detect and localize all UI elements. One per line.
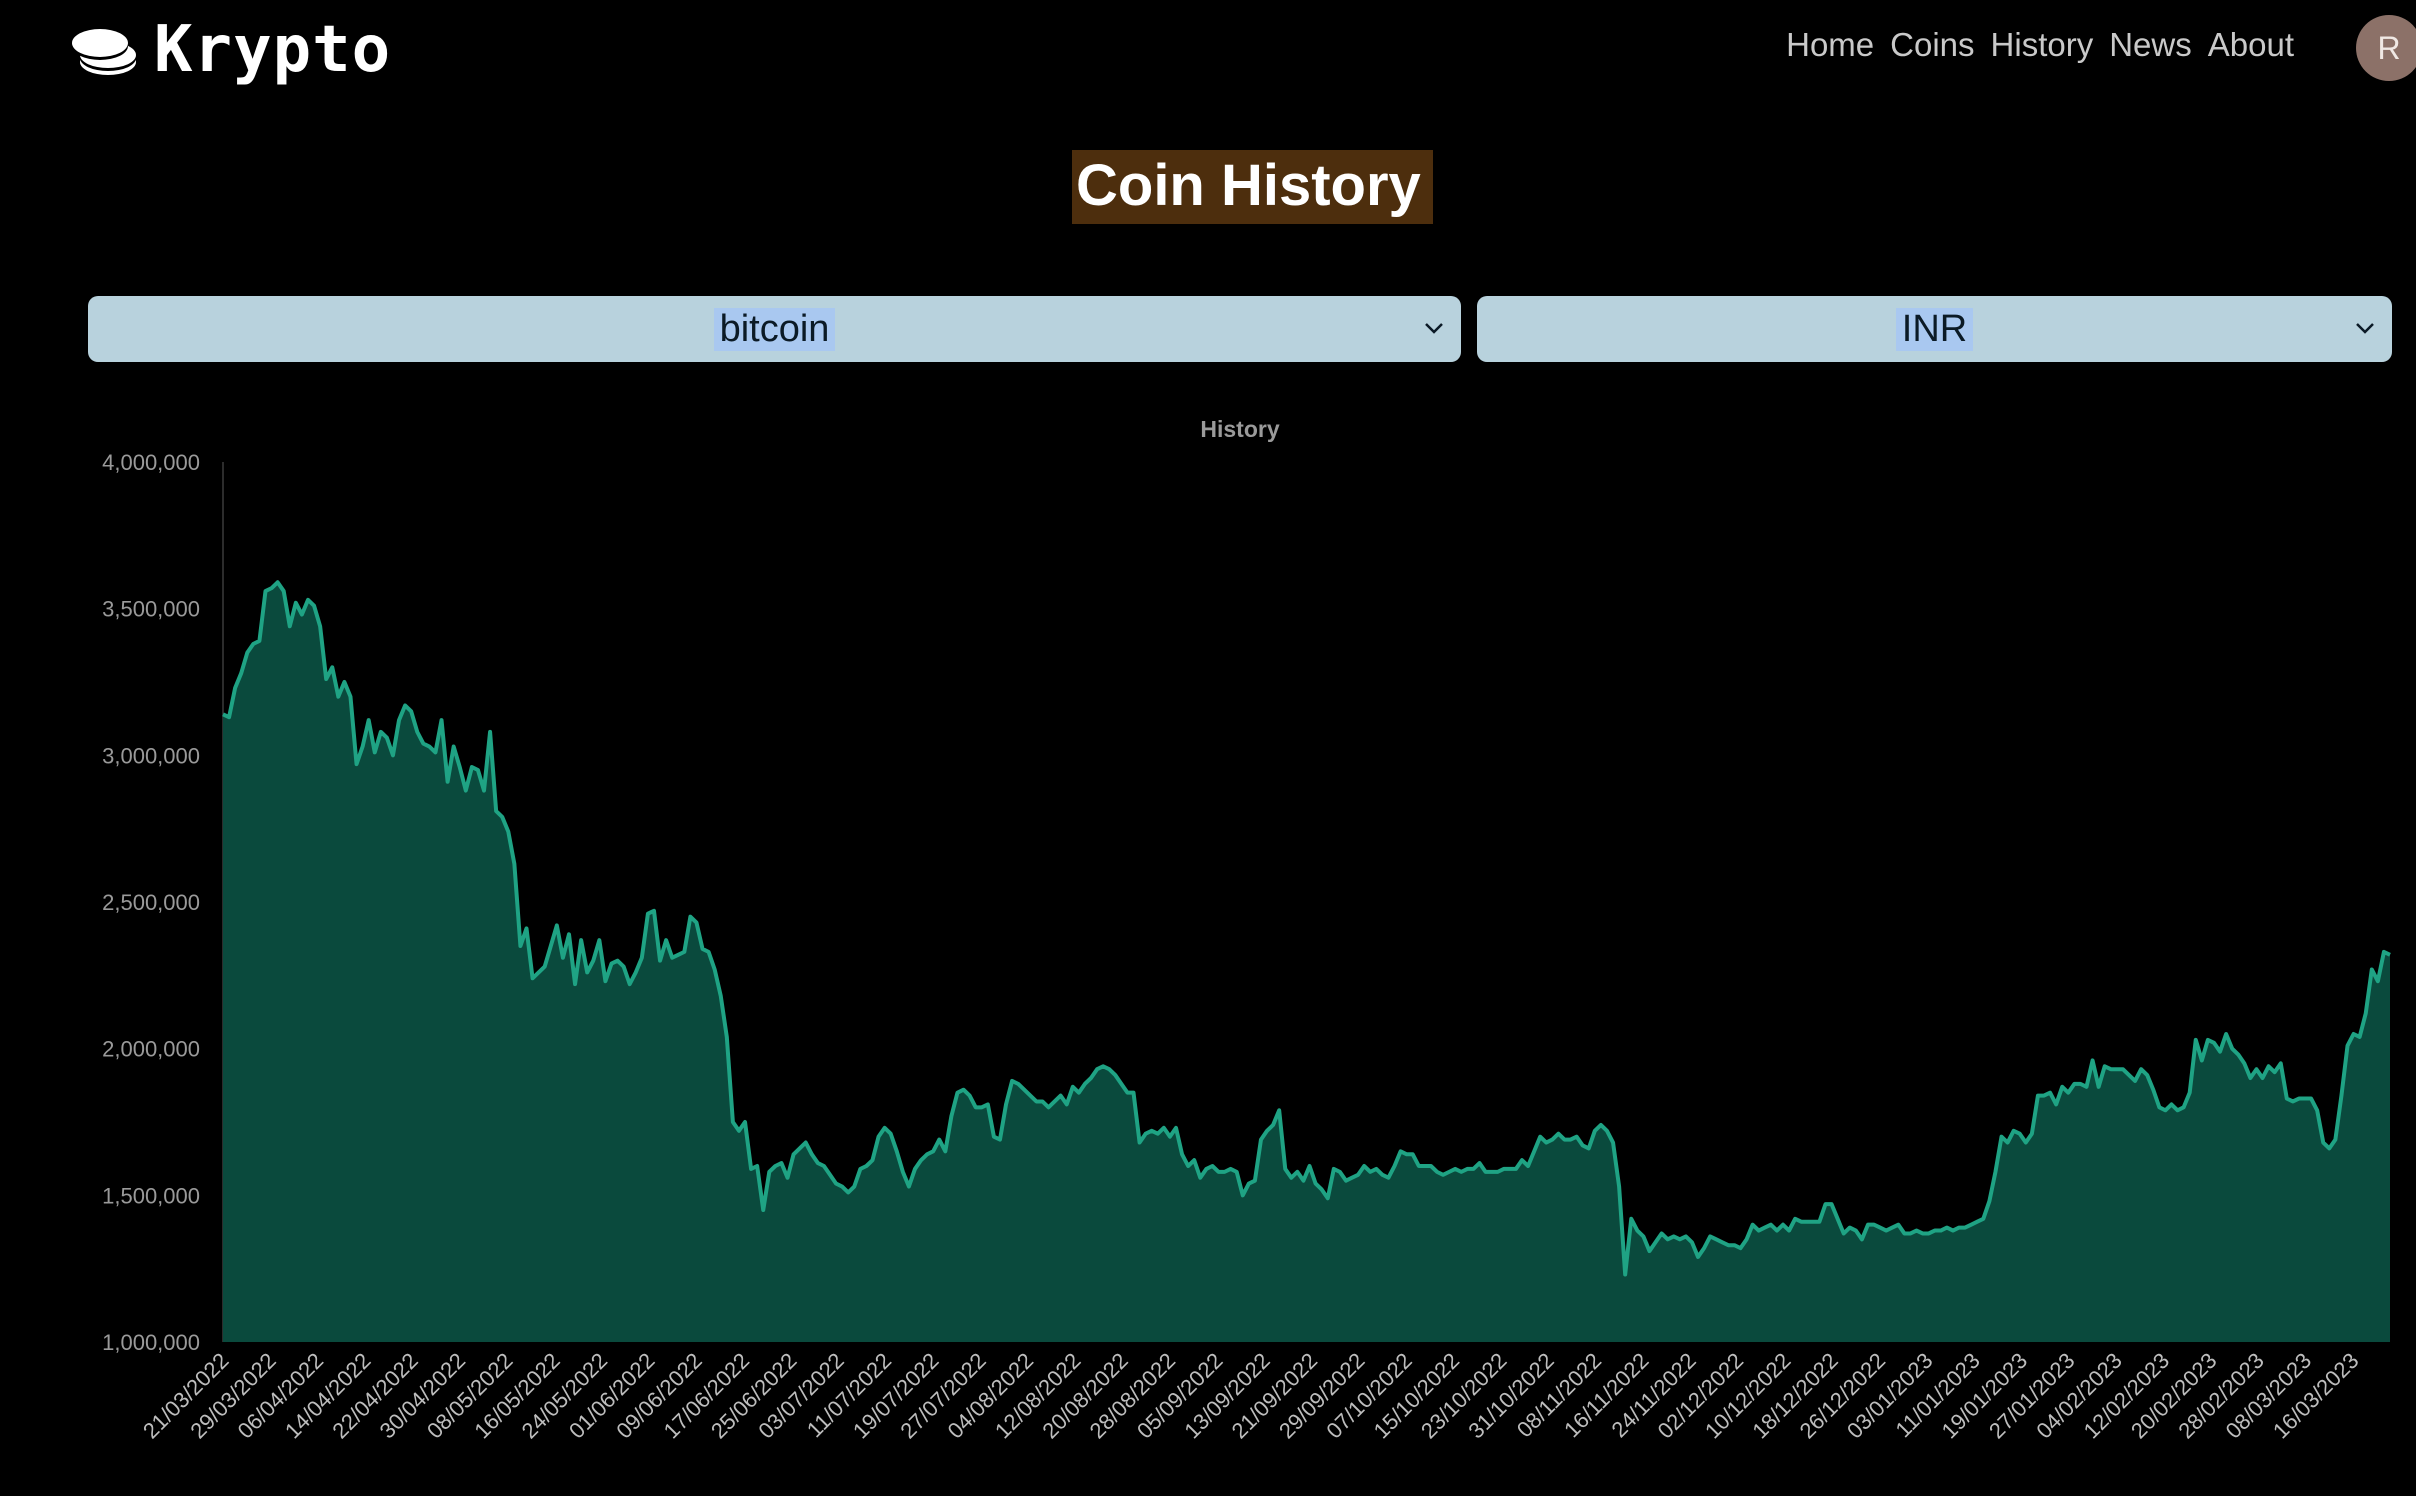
nav-news[interactable]: News [2109,26,2192,63]
nav-links: Home Coins History News About [1778,26,2302,64]
currency-select[interactable]: INR [1477,296,2392,362]
nav-home[interactable]: Home [1786,26,1875,63]
coin-select[interactable]: bitcoin [88,296,1461,362]
chart-title: History [1200,416,1279,442]
nav-about[interactable]: About [2207,26,2294,63]
y-tick-label: 3,000,000 [102,743,200,768]
y-tick-label: 2,000,000 [102,1037,200,1062]
series-line-bitcoin [222,580,2391,1277]
coins-icon [72,29,136,75]
navbar: Krypto Home Coins History News About R [0,0,2416,100]
history-chart: History 1,000,000 1,500,000 2,000,000 2,500,… [102,416,2391,1443]
brand-name: Krypto [154,13,392,87]
area-fill [223,582,2390,1342]
avatar[interactable]: R [2356,15,2416,81]
page-title: Coin History [1072,150,1433,224]
y-tick-label: 3,500,000 [102,597,200,622]
chevron-down-icon [2356,323,2374,334]
y-tick-label: 2,500,000 [102,890,200,915]
nav-history[interactable]: History [1990,26,2094,63]
chevron-down-icon [1425,323,1443,334]
currency-select-value: INR [1895,307,1974,351]
nav-coins[interactable]: Coins [1890,26,1975,63]
y-tick-label: 4,000,000 [102,450,200,475]
y-tick-label: 1,500,000 [102,1183,200,1208]
logo[interactable]: Krypto [64,13,392,87]
coin-select-value: bitcoin [713,307,836,351]
y-tick-label: 1,000,000 [102,1330,200,1355]
